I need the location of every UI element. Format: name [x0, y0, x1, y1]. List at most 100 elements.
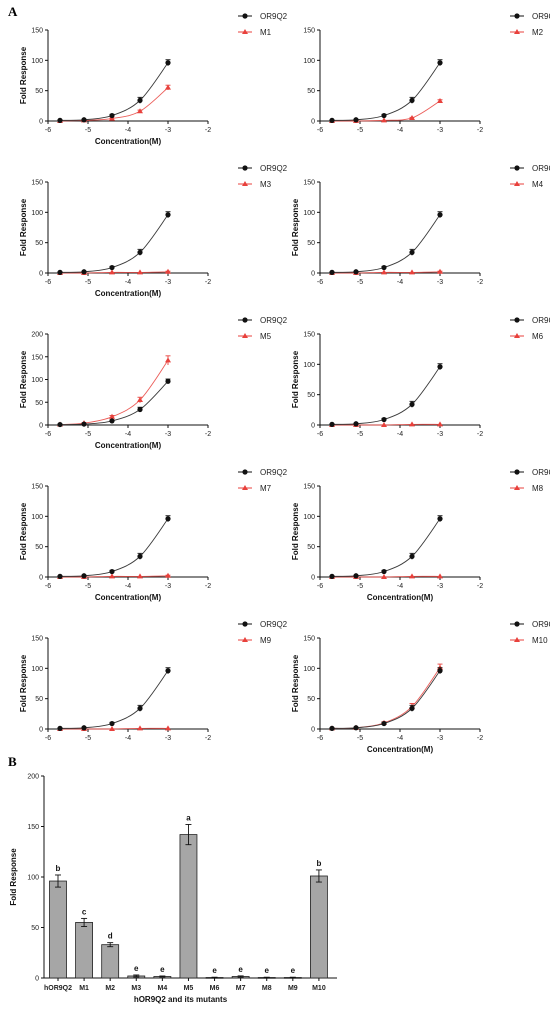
y-tick-label: 150: [303, 28, 315, 35]
legend-entry: OR9Q2: [532, 164, 550, 173]
data-point-M8: [409, 573, 415, 579]
data-point-M3: [109, 269, 115, 275]
y-tick-label: 0: [35, 976, 39, 983]
data-point-M5: [137, 396, 143, 402]
legend-marker-triangle: [514, 29, 520, 34]
x-tick-label: -3: [165, 431, 171, 438]
y-axis-label: Fold Response: [19, 654, 28, 712]
data-point-OR9Q2: [329, 421, 335, 427]
legend-marker-circle: [242, 165, 248, 171]
legend-entry: M5: [260, 332, 272, 341]
x-tick-label: -3: [165, 127, 171, 134]
legend-marker-triangle: [514, 333, 520, 338]
data-point-OR9Q2: [81, 573, 87, 579]
data-point-OR9Q2: [81, 269, 87, 275]
y-tick-label: 100: [303, 514, 315, 521]
data-point-OR9Q2: [81, 725, 87, 731]
legend-marker-triangle: [242, 637, 248, 642]
data-point-OR9Q2: [109, 720, 115, 727]
data-point-OR9Q2: [165, 212, 171, 218]
data-point-OR9Q2: [409, 401, 415, 407]
category-label: M5: [184, 985, 194, 992]
y-tick-label: 100: [31, 514, 43, 521]
y-tick-label: 100: [31, 58, 43, 65]
data-point-OR9Q2: [109, 568, 115, 575]
data-point-OR9Q2: [137, 406, 143, 413]
category-label: hOR9Q2: [44, 985, 72, 992]
data-point-M10: [437, 664, 443, 670]
x-tick-label: -6: [317, 431, 323, 438]
x-tick-label: -4: [397, 279, 403, 286]
x-axis-label: hOR9Q2 and its mutants: [134, 995, 228, 1004]
x-tick-label: -3: [437, 583, 443, 590]
data-point-OR9Q2: [381, 264, 387, 271]
data-point-OR9Q2: [353, 573, 359, 579]
x-tick-label: -2: [205, 279, 211, 286]
data-point-OR9Q2: [57, 421, 63, 428]
legend-entry: OR9Q2: [260, 164, 288, 173]
data-point-OR9Q2: [409, 553, 415, 559]
bar-hOR9Q2: [49, 880, 67, 979]
y-tick-label: 50: [35, 696, 43, 703]
y-axis-label: Fold Response: [291, 654, 300, 712]
data-point-OR9Q2: [165, 378, 171, 384]
x-tick-label: -5: [85, 431, 91, 438]
data-point-OR9Q2: [409, 97, 415, 103]
data-point-OR9Q2: [437, 668, 443, 674]
bar-M5: [179, 834, 198, 979]
legend-marker-circle: [514, 621, 520, 627]
x-tick-label: -6: [45, 127, 51, 134]
y-tick-label: 50: [35, 240, 43, 247]
y-tick-label: 100: [303, 210, 315, 217]
fit-curve-OR9Q2: [331, 366, 441, 425]
data-point-OR9Q2: [437, 212, 443, 218]
y-axis-label: Fold Response: [291, 502, 300, 560]
data-point-OR9Q2: [353, 725, 359, 731]
x-tick-label: -2: [205, 583, 211, 590]
y-tick-label: 100: [303, 666, 315, 673]
x-tick-label: -4: [397, 431, 403, 438]
y-tick-label: 100: [303, 362, 315, 369]
x-axis-label: Concentration(M): [95, 593, 162, 602]
data-point-OR9Q2: [353, 421, 359, 427]
data-point-M2: [409, 114, 415, 120]
data-point-OR9Q2: [137, 249, 143, 255]
data-point-OR9Q2: [329, 269, 335, 275]
x-tick-label: -2: [477, 735, 483, 742]
data-point-OR9Q2: [57, 725, 63, 731]
y-tick-label: 100: [31, 210, 43, 217]
x-tick-label: -4: [397, 583, 403, 590]
x-tick-label: -4: [397, 127, 403, 134]
fit-curve-OR9Q2: [59, 62, 169, 121]
x-tick-label: -3: [437, 431, 443, 438]
data-point-OR9Q2: [381, 416, 387, 423]
x-tick-label: -2: [205, 127, 211, 134]
dose-response-A5: 0 50 100 150 200 -6 -5 -4 -3 -2 Fold Response Conce…: [19, 316, 288, 450]
data-point-M9: [137, 725, 143, 731]
data-point-OR9Q2: [437, 60, 443, 66]
dose-response-A4: 0 50 100 150 -6 -5 -4 -3 -2 Fold Response OR9Q2 M4: [291, 164, 550, 286]
data-point-M5: [165, 357, 171, 363]
panel-a-label: A: [8, 4, 18, 19]
legend-marker-circle: [514, 469, 520, 475]
y-tick-label: 50: [307, 544, 315, 551]
legend-entry: OR9Q2: [260, 468, 288, 477]
y-tick-label: 50: [31, 925, 39, 932]
data-point-OR9Q2: [57, 269, 63, 275]
data-point-M2: [381, 117, 387, 123]
y-tick-label: 150: [303, 332, 315, 339]
significance-letter: c: [82, 907, 87, 916]
x-tick-label: -2: [477, 279, 483, 286]
significance-letter: a: [186, 813, 191, 822]
x-tick-label: -6: [45, 279, 51, 286]
y-tick-label: 150: [27, 824, 39, 831]
fit-curve-M10: [331, 667, 441, 729]
significance-letter: b: [316, 859, 321, 868]
dose-response-A1: 0 50 100 150 -6 -5 -4 -3 -2 Fold Response Concentr…: [19, 12, 288, 146]
fit-curve-M5: [59, 360, 169, 425]
y-tick-label: 50: [307, 696, 315, 703]
data-point-OR9Q2: [137, 97, 143, 103]
legend-entry: M2: [532, 28, 544, 37]
significance-letter: e: [160, 965, 165, 974]
x-tick-label: -2: [477, 583, 483, 590]
